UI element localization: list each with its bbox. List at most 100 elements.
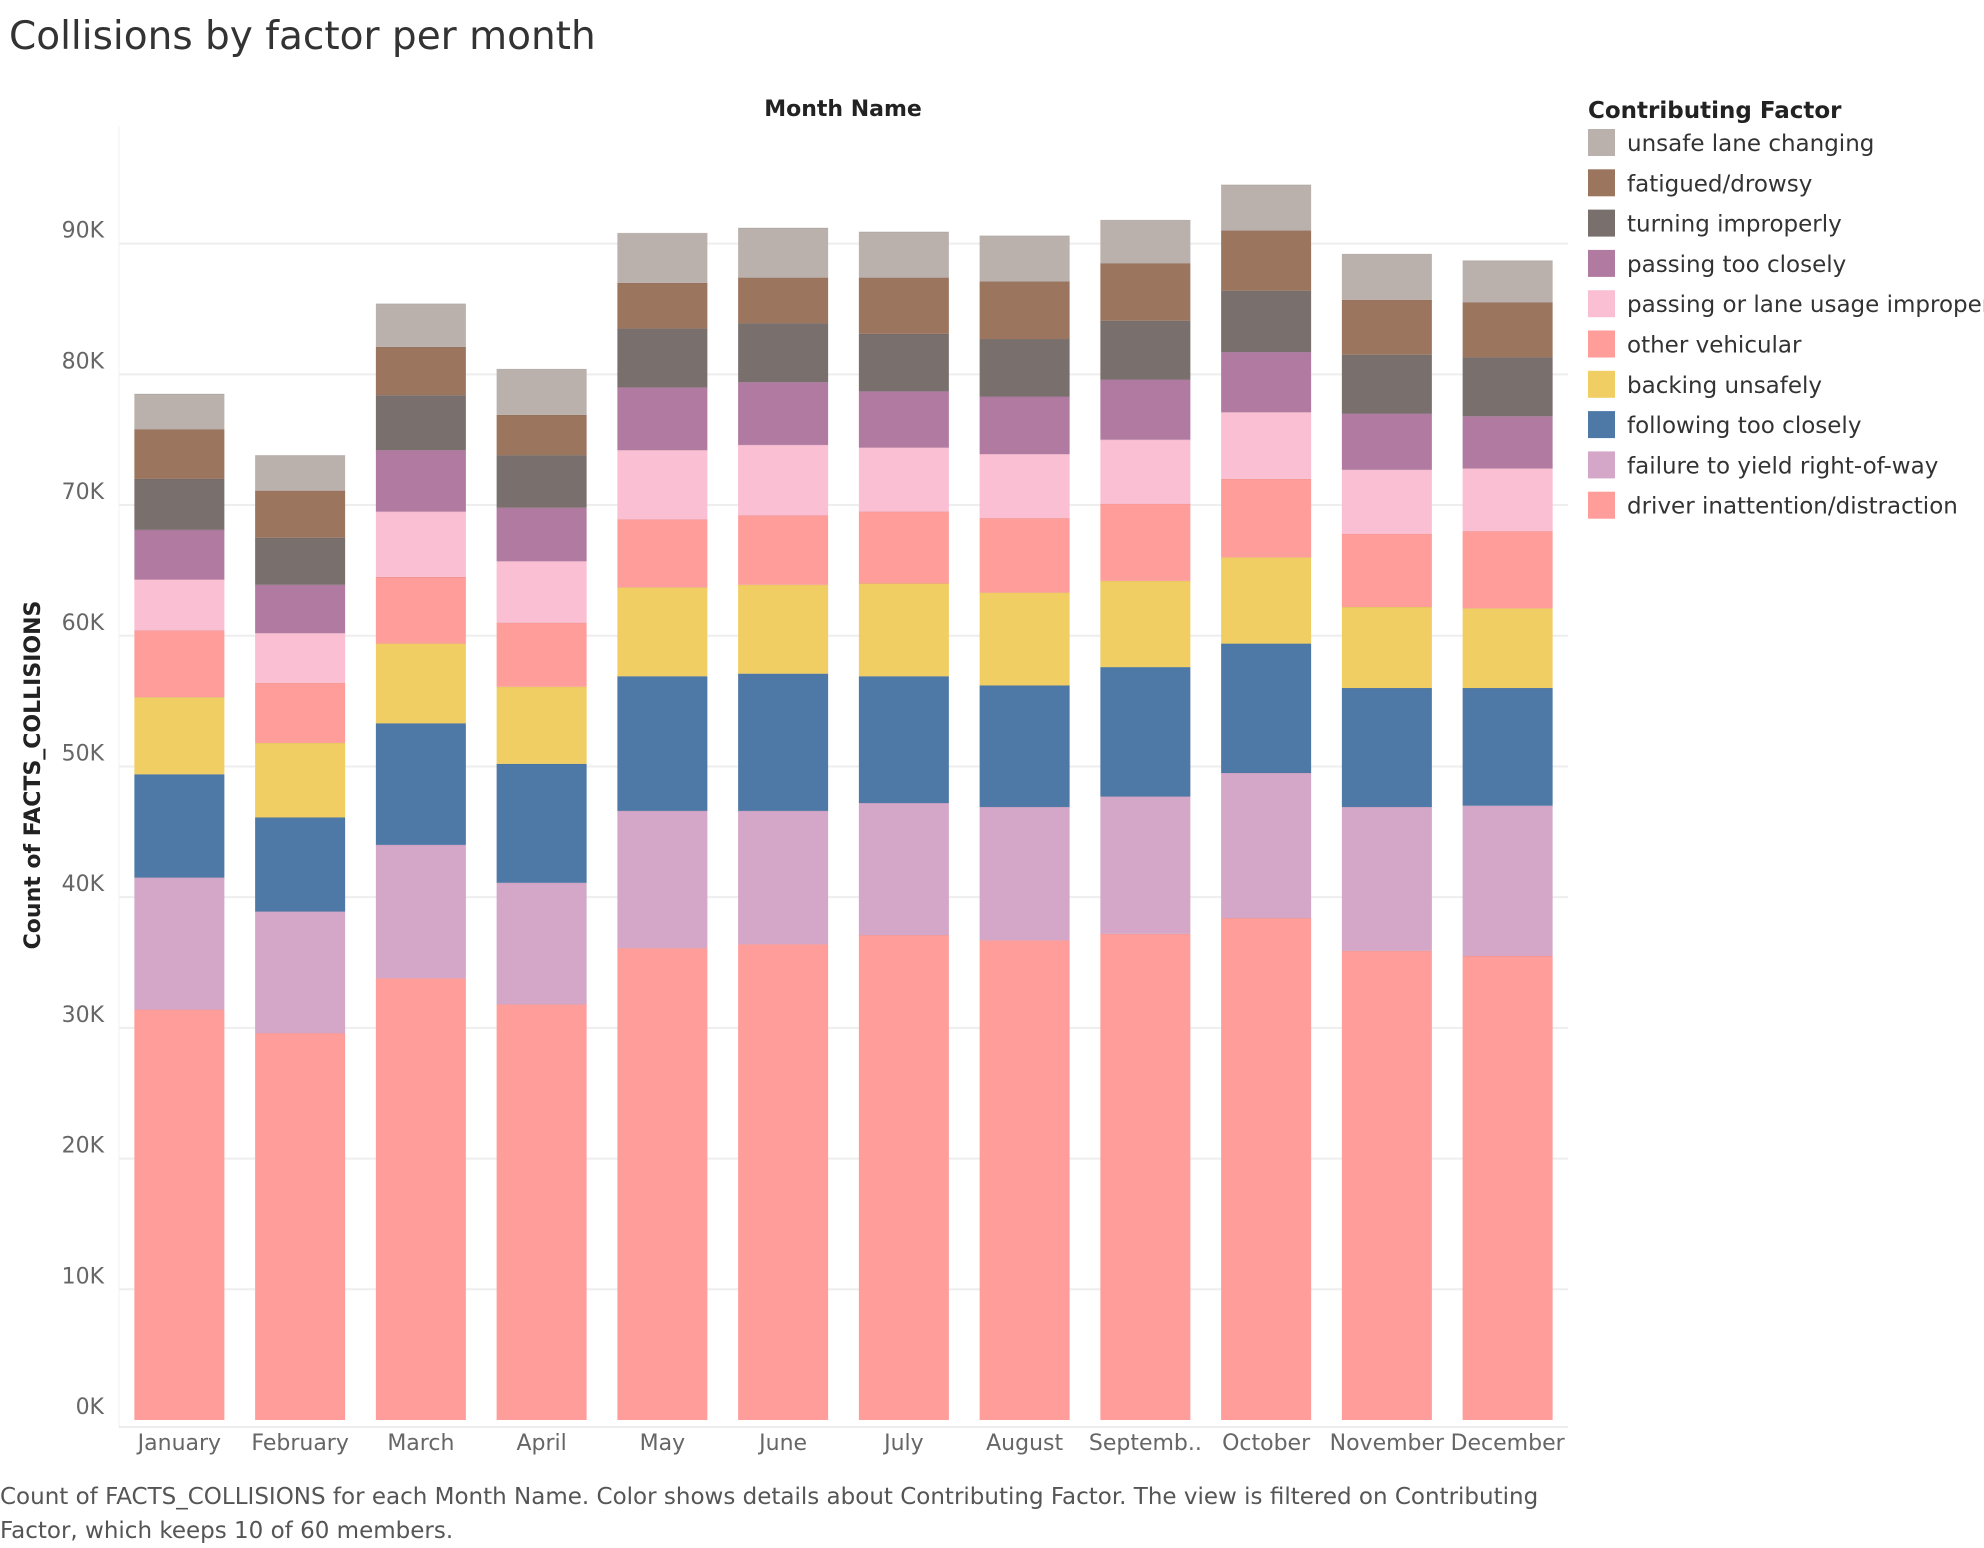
- x-tick-label: May: [640, 1431, 685, 1456]
- bar-segment: [1462, 608, 1553, 689]
- bar-segment: [375, 978, 466, 1420]
- legend-label: unsafe lane changing: [1627, 131, 1874, 157]
- bar-segment: [738, 227, 829, 278]
- bar-segment: [979, 592, 1070, 686]
- bar-segment: [1341, 413, 1432, 470]
- bar-segment: [617, 282, 708, 329]
- legend-swatch: [1588, 169, 1615, 197]
- y-tick-label: 50K: [62, 741, 105, 766]
- bar-segment: [375, 643, 466, 724]
- bar-segment: [1341, 354, 1432, 414]
- legend-label: backing unsafely: [1627, 373, 1822, 399]
- axes: [118, 126, 1568, 1428]
- bar-segment: [134, 393, 225, 430]
- bar-segment: [255, 742, 346, 818]
- bar-segment: [375, 511, 466, 577]
- bar-segment: [1221, 918, 1312, 1420]
- bar-segment: [738, 323, 829, 383]
- legend-swatch: [1588, 411, 1615, 439]
- bar-segment: [255, 911, 346, 1034]
- bar-segment: [738, 944, 829, 1420]
- bar-segment: [979, 454, 1070, 519]
- page-title: Collisions by factor per month: [9, 14, 596, 59]
- legend-title: Contributing Factor: [1588, 98, 1842, 124]
- bar-segment: [134, 697, 225, 775]
- bar-segment: [979, 806, 1070, 941]
- bar-segment: [496, 1004, 587, 1420]
- legend-swatch: [1588, 451, 1615, 479]
- bar-segment: [1341, 533, 1432, 608]
- bar-segment: [738, 444, 829, 516]
- bar-segment: [1221, 290, 1312, 353]
- legend-label: passing or lane usage improper: [1627, 292, 1984, 318]
- bar-segment: [1100, 580, 1191, 668]
- x-tick-label: October: [1222, 1431, 1311, 1456]
- y-tick-label: 10K: [62, 1264, 105, 1289]
- bar-segment: [1341, 254, 1432, 300]
- bar-segment: [979, 235, 1070, 282]
- y-tick-label: 20K: [62, 1134, 105, 1159]
- bar-segment: [1341, 299, 1432, 355]
- bar-segment: [1100, 379, 1191, 440]
- x-tick-label: December: [1451, 1431, 1566, 1456]
- bar-segment: [1462, 468, 1553, 532]
- bar-segment: [1462, 416, 1553, 469]
- bar-segment: [255, 490, 346, 538]
- bar-segment: [1462, 357, 1553, 417]
- bar-segment: [858, 583, 949, 677]
- legend-swatch: [1588, 290, 1615, 318]
- bar-segment: [858, 391, 949, 448]
- bar-segment: [1221, 230, 1312, 291]
- bar-segment: [1100, 263, 1191, 321]
- bar-segment: [617, 450, 708, 520]
- bar-segment: [134, 429, 225, 479]
- bar-segment: [858, 676, 949, 804]
- bar-segment: [134, 1009, 225, 1420]
- legend-swatch: [1588, 129, 1615, 156]
- bar-segment: [1341, 469, 1432, 534]
- y-tick-labels: 0K 10K 20K 30K 40K 50K 60K 70K 80K 90K: [62, 219, 105, 1420]
- x-tick-label: June: [757, 1431, 807, 1456]
- y-tick-label: 60K: [62, 611, 105, 636]
- bar-segment: [375, 844, 466, 979]
- y-tick-label: 80K: [62, 349, 105, 374]
- bar-segment: [979, 685, 1070, 807]
- bar-segment: [979, 396, 1070, 455]
- bar-segment: [1221, 773, 1312, 919]
- bar-segment: [255, 682, 346, 743]
- y-tick-label: 70K: [62, 480, 105, 505]
- bar-segment: [1341, 688, 1432, 807]
- bar-segment: [375, 346, 466, 396]
- x-tick-label: April: [516, 1431, 566, 1456]
- bar-segment: [496, 622, 587, 687]
- legend-swatch: [1588, 249, 1615, 277]
- bar-segment: [496, 414, 587, 456]
- x-tick-label: August: [986, 1431, 1063, 1456]
- bar-segment: [375, 576, 466, 644]
- bar-segment: [738, 584, 829, 674]
- bar-segment: [134, 774, 225, 878]
- bar-segment: [496, 686, 587, 764]
- bar-segment: [1462, 955, 1553, 1420]
- bar-segment: [1100, 933, 1191, 1420]
- bar-segment: [979, 518, 1070, 593]
- grid-lines: [119, 242, 1568, 1291]
- legend: unsafe lane changing fatigued/drowsy turni…: [1588, 129, 1984, 520]
- bar-segment: [134, 478, 225, 530]
- bar-segment: [617, 233, 708, 283]
- bar-segment: [1462, 531, 1553, 609]
- bar-segment: [617, 328, 708, 388]
- bar-segment: [134, 877, 225, 1010]
- bar-segment: [1100, 796, 1191, 934]
- x-tick-label: November: [1330, 1431, 1445, 1456]
- bar-segment: [1221, 643, 1312, 773]
- bar-segment: [375, 303, 466, 347]
- y-tick-label: 30K: [62, 1003, 105, 1028]
- bar-segment: [255, 584, 346, 634]
- bar-segment: [738, 277, 829, 324]
- x-tick-label: Septemb..: [1089, 1431, 1202, 1456]
- legend-label: fatigued/drowsy: [1627, 171, 1812, 197]
- bar-segment: [375, 723, 466, 845]
- x-tick-label: July: [882, 1431, 924, 1456]
